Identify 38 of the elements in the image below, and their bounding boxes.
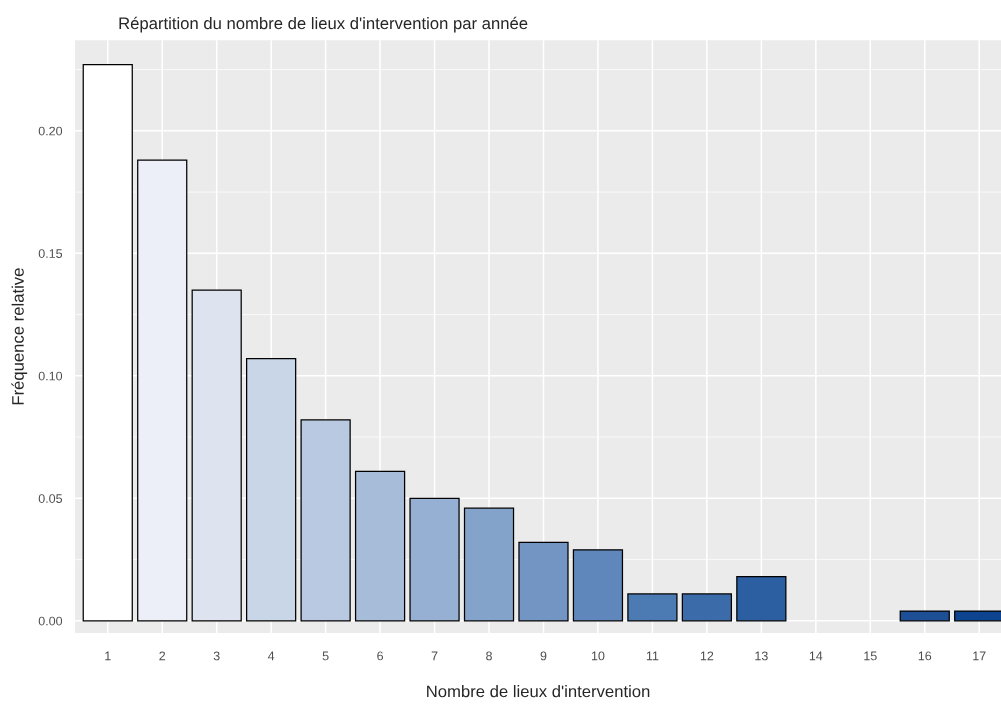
bar [354, 470, 406, 622]
x-tick-label: 17 [973, 651, 986, 661]
x-tick-label: 15 [864, 651, 877, 661]
x-tick-label: 8 [486, 651, 492, 661]
y-tick-label: 0.05 [38, 494, 63, 503]
y-tick-label: 0.00 [38, 616, 63, 626]
x-tick-label: 1 [105, 651, 111, 661]
bar [572, 549, 624, 622]
bar [736, 576, 787, 622]
y-tick-label: 0.15 [38, 249, 63, 258]
bar [681, 593, 733, 622]
x-tick-label: 5 [322, 651, 329, 661]
y-tick-label: 0.20 [38, 126, 63, 136]
bar [409, 497, 460, 622]
bar [627, 593, 678, 622]
x-tick-label: 13 [755, 651, 768, 661]
x-tick-label: 7 [431, 651, 438, 661]
x-tick-label: 6 [377, 651, 384, 661]
bar [518, 541, 569, 622]
x-tick-label: 11 [646, 651, 659, 661]
chart-title: Répartition du nombre de lieux d'intervention par année [119, 16, 528, 33]
x-axis-title: Nombre de lieux d'intervention [427, 685, 650, 698]
x-tick-label: 12 [700, 651, 714, 661]
x-tick-label: 2 [159, 651, 166, 661]
x-tick-label: 9 [540, 651, 547, 661]
bar [899, 610, 950, 622]
bar [246, 358, 297, 622]
x-tick-label: 3 [213, 651, 220, 661]
x-tick-label: 16 [918, 651, 932, 661]
bar [463, 507, 515, 622]
x-tick-label: 10 [591, 651, 605, 661]
x-tick-label: 14 [809, 651, 823, 661]
x-tick-label: 4 [267, 651, 275, 661]
bar [300, 419, 351, 622]
y-axis-title: Fréquence relative [11, 268, 28, 405]
bar [191, 289, 242, 622]
bar [137, 159, 188, 622]
y-tick-label: 0.10 [38, 371, 63, 381]
